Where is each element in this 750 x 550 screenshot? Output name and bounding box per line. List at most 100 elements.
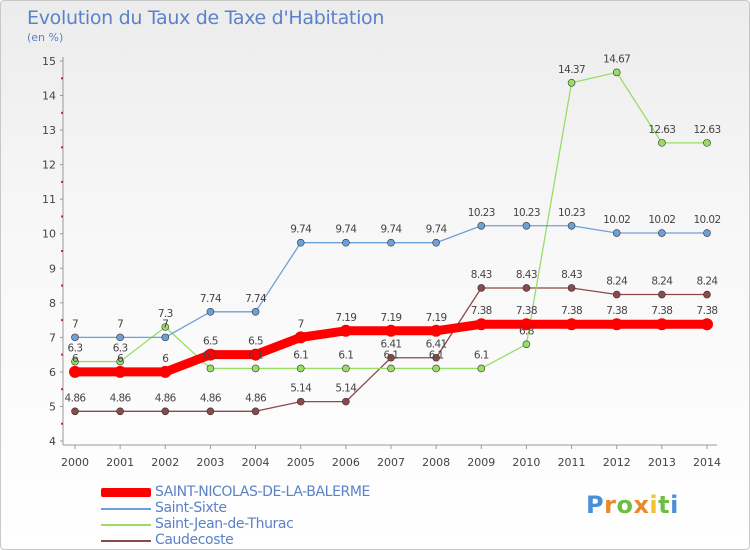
data-point (565, 318, 578, 331)
data-point (387, 353, 395, 362)
data-point (612, 68, 621, 77)
data-point (251, 307, 260, 316)
data-label: 7.38 (471, 305, 492, 317)
x-tick-label: 2008 (422, 456, 450, 469)
data-point (520, 318, 533, 331)
x-tick-label: 2013 (648, 456, 676, 469)
data-point (432, 353, 440, 362)
data-point (567, 221, 576, 230)
data-label: 12.63 (693, 124, 720, 136)
data-point (387, 238, 395, 247)
legend-label: Saint-Jean-de-Thurac (155, 516, 294, 532)
data-label: 4.86 (155, 392, 177, 404)
data-label: 6.41 (426, 339, 447, 351)
x-tick-label: 2009 (467, 456, 495, 469)
data-point (296, 238, 305, 247)
data-label: 5.14 (335, 383, 357, 395)
chart-title: Evolution du Taux de Taxe d'Habitation (27, 7, 385, 29)
data-label: 6.5 (248, 336, 263, 348)
data-point (387, 364, 395, 373)
data-point (204, 348, 217, 361)
data-point (703, 229, 711, 237)
data-label: 6 (72, 353, 79, 365)
data-label: 4.86 (200, 392, 222, 404)
data-point (703, 290, 711, 299)
y-minor-tick (61, 77, 63, 80)
data-point (161, 323, 170, 331)
logo-letter: x (633, 491, 650, 519)
data-label: 9.74 (290, 224, 312, 236)
legend-swatch (101, 508, 151, 510)
y-tick-label: 10 (42, 228, 56, 241)
legend-label: Caudecoste (155, 532, 234, 548)
data-point (342, 364, 350, 373)
data-point (116, 407, 124, 416)
data-point (432, 364, 440, 373)
data-label: 7.74 (200, 293, 222, 305)
data-label: 7.38 (697, 305, 718, 317)
data-point (655, 318, 668, 331)
data-label: 12.63 (648, 124, 675, 136)
x-tick-label: 2012 (603, 456, 631, 469)
data-label: 9.74 (426, 224, 448, 236)
data-point (294, 331, 307, 344)
data-label: 7.74 (245, 293, 267, 305)
data-label: 6 (117, 353, 124, 365)
data-point (161, 407, 170, 416)
y-tick-label: 9 (49, 262, 56, 275)
data-label: 8.24 (697, 276, 719, 288)
data-label: 7 (72, 318, 78, 330)
data-label: 6.1 (248, 349, 263, 361)
data-label: 6.1 (429, 349, 444, 361)
data-point (612, 290, 621, 299)
data-point (342, 238, 350, 247)
data-label: 10.02 (603, 214, 630, 226)
data-point (658, 139, 666, 147)
data-label: 9.74 (335, 224, 357, 236)
data-label: 7.19 (335, 312, 356, 324)
data-point (296, 364, 305, 373)
data-label: 4.86 (110, 392, 132, 404)
y-minor-tick (61, 353, 63, 356)
data-point (71, 333, 79, 342)
data-point (206, 407, 215, 416)
data-label: 7 (298, 318, 304, 330)
x-tick-label: 2014 (693, 456, 721, 469)
data-point (477, 364, 486, 373)
y-tick-label: 5 (49, 400, 56, 413)
x-tick-label: 2002 (151, 456, 179, 469)
logo-letter: P (586, 491, 605, 519)
y-tick-label: 14 (42, 90, 56, 103)
legend-swatch (101, 540, 151, 542)
data-label: 7.38 (606, 305, 627, 317)
y-minor-tick (61, 250, 63, 252)
logo-letter: t (658, 491, 671, 519)
logo-letter: i (670, 491, 679, 519)
data-point (161, 333, 170, 342)
legend-swatch (101, 524, 151, 526)
data-point (430, 324, 443, 337)
logo-letter: r (604, 491, 617, 519)
data-point (522, 221, 531, 230)
data-label: 8.43 (516, 269, 537, 281)
data-point (159, 365, 172, 378)
x-tick-label: 2003 (196, 456, 224, 469)
data-point (567, 284, 576, 292)
y-minor-tick (61, 284, 63, 287)
data-label: 6 (162, 353, 169, 365)
data-point (522, 284, 531, 292)
data-label: 10.02 (648, 214, 675, 226)
x-tick-label: 2004 (242, 456, 270, 469)
legend-label: Saint-Sixte (155, 500, 227, 516)
y-tick-label: 4 (49, 435, 56, 448)
data-label: 6.1 (474, 349, 489, 361)
y-tick-label: 6 (49, 366, 56, 379)
data-label: 7.38 (651, 305, 672, 317)
data-label: 8.43 (561, 269, 582, 281)
data-point (116, 357, 124, 366)
x-tick-label: 2005 (287, 456, 315, 469)
data-label: 6.5 (203, 336, 218, 348)
data-label: 10.02 (693, 214, 720, 226)
y-tick-label: 12 (42, 159, 56, 172)
